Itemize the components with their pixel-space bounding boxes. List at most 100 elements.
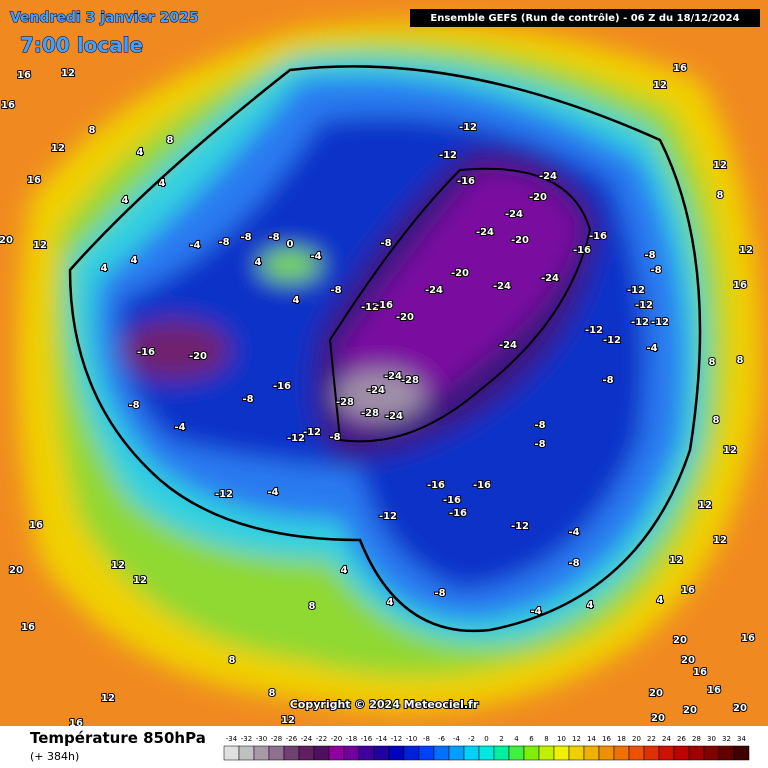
legend-tick: -18 [346,735,357,743]
isotherm-label: -12 [459,122,477,133]
isotherm-label: 12 [698,500,712,511]
isotherm-label: -16 [137,347,155,358]
isotherm-label: 20 [649,688,663,699]
isotherm-label: -16 [457,176,475,187]
isotherm-label: -12 [511,521,529,532]
isotherm-label: -4 [530,606,541,617]
legend-swatch [433,745,450,761]
legend-swatch [358,745,375,761]
isotherm-label: 4 [131,255,138,266]
isotherm-label: -4 [267,487,278,498]
isotherm-label: 16 [673,63,687,74]
legend-tick: 28 [692,735,701,743]
legend-tick: -8 [423,735,430,743]
isotherm-label: 20 [673,635,687,646]
isotherm-label: 8 [89,125,96,136]
isotherm-label: -8 [644,250,655,261]
forecast-time: 7:00 locale [20,33,143,57]
isotherm-label: -8 [602,375,613,386]
isotherm-label: 8 [713,415,720,426]
legend-tick: -10 [406,735,417,743]
isotherm-label: -8 [242,394,253,405]
legend-swatch [583,745,600,761]
legend-swatch [673,745,690,761]
isotherm-label: -12 [635,300,653,311]
isotherm-label: 12 [101,693,115,704]
isotherm-label: -8 [534,420,545,431]
isotherm-label: 16 [741,633,755,644]
isotherm-label: -16 [473,480,491,491]
isotherm-label: -8 [534,439,545,450]
isotherm-label: 12 [111,560,125,571]
model-box [410,9,760,27]
legend-swatch [508,745,525,761]
isotherm-label: 8 [309,601,316,612]
isotherm-label: -8 [329,432,340,443]
isotherm-label: -4 [646,343,657,354]
legend-tick: -20 [331,735,342,743]
variable-name: Température 850hPa [30,729,206,747]
legend-tick: 6 [529,735,534,743]
isotherm-label: 12 [653,80,667,91]
isotherm-label: 0 [287,239,294,250]
legend-tick: -22 [316,735,327,743]
isotherm-label: -24 [505,209,523,220]
legend-swatch [298,745,315,761]
isotherm-label: 12 [713,160,727,171]
isotherm-label: -24 [539,171,557,182]
isotherm-label: 16 [27,175,41,186]
legend-swatch [418,745,435,761]
legend-tick: 0 [484,735,488,743]
isotherm-label: 8 [229,655,236,666]
legend-swatch [718,745,735,761]
legend-swatch [283,745,300,761]
isotherm-label: -12 [627,285,645,296]
legend-tick: 8 [544,735,548,743]
isotherm-label: -8 [218,237,229,248]
isotherm-label: -12 [439,150,457,161]
isotherm-label: -28 [336,397,354,408]
isotherm-label: 4 [101,263,108,274]
isotherm-label: -16 [427,480,445,491]
isotherm-label: 16 [733,280,747,291]
legend-swatch [343,745,360,761]
legend-tick: 34 [737,735,746,743]
isotherm-label: 16 [21,622,35,633]
legend-swatch [568,745,585,761]
isotherm-label: 4 [387,597,394,608]
isotherm-label: 12 [281,715,295,726]
isotherm-label: 16 [681,585,695,596]
isotherm-label: 8 [737,355,744,366]
isotherm-label: 4 [657,595,664,606]
temperature-field [0,0,768,726]
isotherm-label: -8 [330,285,341,296]
isotherm-label: -24 [541,273,559,284]
isotherm-label: 16 [17,70,31,81]
legend-swatch [238,745,255,761]
legend-swatch [493,745,510,761]
legend-swatch [223,745,240,761]
legend-tick: -26 [286,735,298,743]
isotherm-label: -28 [401,375,419,386]
isotherm-label: -16 [375,300,393,311]
isotherm-label: -16 [589,231,607,242]
legend-swatch [523,745,540,761]
isotherm-label: -16 [443,495,461,506]
isotherm-label: -8 [380,238,391,249]
isotherm-label: -20 [511,235,529,246]
isotherm-label: 20 [651,713,665,724]
legend-swatch [268,745,285,761]
legend-tick: -2 [468,735,475,743]
legend-tick: 30 [707,735,716,743]
copyright: Copyright © 2024 Meteociel.fr [290,698,479,711]
legend-swatch [553,745,570,761]
isotherm-label: 12 [669,555,683,566]
legend-swatch [703,745,720,761]
legend-tick: 32 [722,735,731,743]
legend-swatch [373,745,390,761]
legend-tick: -6 [438,735,446,743]
legend-swatch [658,745,675,761]
isotherm-label: -12 [303,427,321,438]
legend-swatch [313,745,330,761]
